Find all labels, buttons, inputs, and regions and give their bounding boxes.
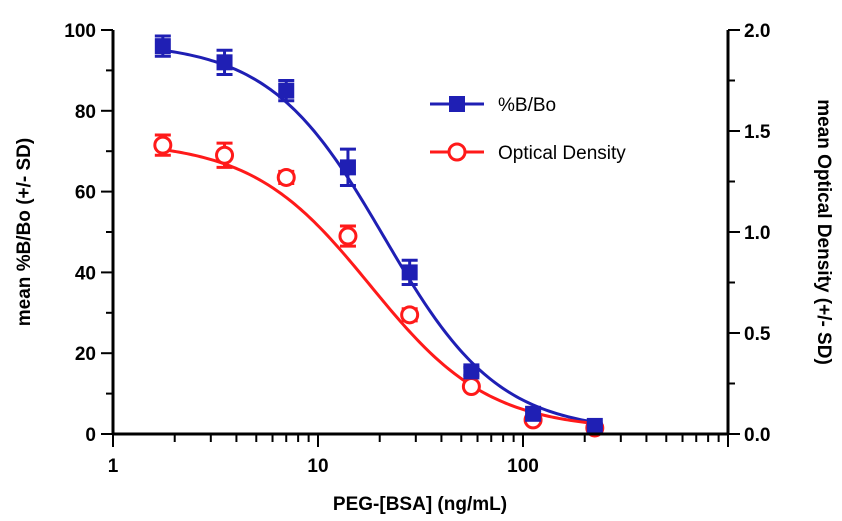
y-left-tick-label: 40: [75, 263, 96, 284]
y-left-tick-label: 0: [85, 425, 96, 446]
right-y-axis-title: mean Optical Density (+/- SD): [813, 99, 834, 365]
data-point-bbo: [586, 417, 603, 434]
y-right-tick-label: 0.0: [744, 425, 770, 446]
data-point-bbo: [463, 363, 480, 380]
x-tick-label: 100: [507, 456, 539, 477]
legend: %B/Bo Optical Density: [430, 95, 626, 164]
fit-curves: [162, 48, 596, 426]
data-point-bbo: [154, 38, 171, 55]
left-y-axis-title: mean %B/Bo (+/- SD): [14, 138, 35, 326]
legend-item-od: Optical Density: [430, 142, 626, 164]
y-left-tick-label: 80: [75, 102, 96, 123]
legend-marker-bbo: [449, 96, 465, 112]
y-right-tick-label: 0.5: [744, 324, 771, 345]
axes: [111, 30, 730, 436]
data-point-bbo: [278, 82, 295, 99]
data-point-od: [461, 377, 481, 397]
y-left-tick-label: 60: [75, 183, 96, 204]
y-left-tick-label: 100: [64, 21, 96, 42]
data-points: [153, 34, 605, 438]
data-point-bbo: [525, 405, 542, 422]
data-point-bbo: [339, 159, 356, 176]
y-left-tick-label: 20: [75, 344, 96, 365]
data-point-bbo: [401, 264, 418, 281]
legend-label-bbo: %B/Bo: [498, 95, 556, 116]
data-point-od: [153, 135, 173, 155]
data-point-od: [276, 167, 296, 187]
legend-label-od: Optical Density: [498, 143, 626, 164]
y-right-tick-label: 2.0: [744, 21, 770, 42]
x-tick-label: 10: [307, 456, 328, 477]
ticks: 1 10 100 0 20 40 60 80 100 0.0 0.5 1.0 1.5 2.0: [64, 21, 771, 477]
y-right-tick-label: 1.0: [744, 223, 770, 244]
fit-curve-bbo: [162, 48, 596, 424]
x-axis-title: PEG-[BSA] (ng/mL): [333, 494, 507, 515]
data-point-od: [338, 226, 358, 246]
data-point-bbo: [216, 54, 233, 71]
fit-curve-od: [162, 148, 595, 426]
data-point-od: [215, 145, 235, 165]
x-tick-label: 1: [108, 456, 119, 477]
legend-item-bbo: %B/Bo: [430, 95, 556, 116]
y-right-tick-label: 1.5: [744, 122, 771, 143]
data-point-od: [400, 305, 420, 325]
legend-marker-od: [447, 142, 467, 162]
